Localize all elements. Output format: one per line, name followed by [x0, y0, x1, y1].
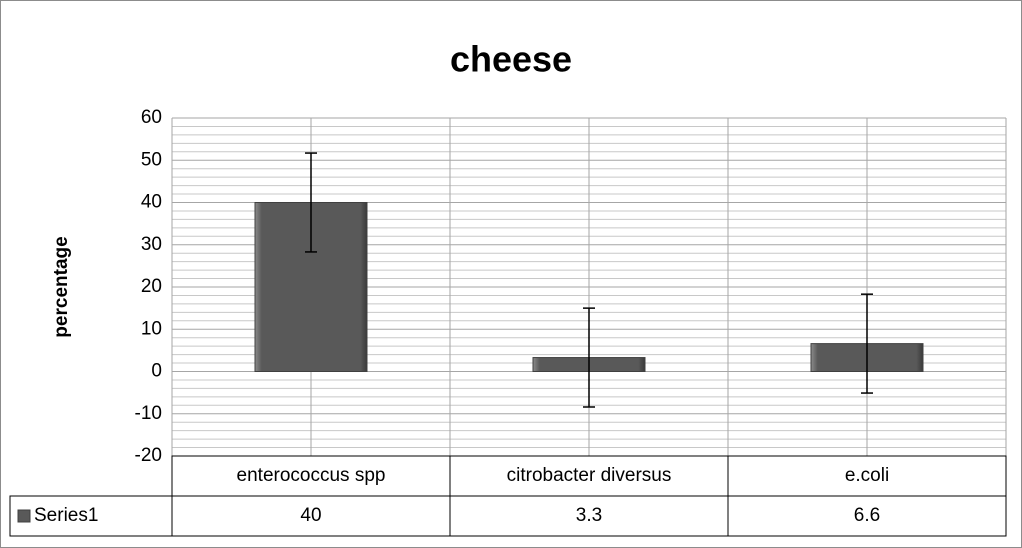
y-tick-label: 40	[141, 192, 162, 213]
data-table-value: 3.3	[576, 505, 602, 526]
y-tick-label: 30	[141, 234, 162, 255]
y-tick-label: 20	[141, 276, 162, 297]
legend-key	[17, 509, 31, 523]
chart-title: cheese	[450, 39, 572, 80]
legend-label: Series1	[34, 505, 98, 526]
y-tick-label: -20	[135, 445, 162, 466]
x-tick-label: e.coli	[845, 465, 889, 486]
x-tick-label: citrobacter diversus	[507, 465, 672, 486]
y-tick-label: 0	[151, 361, 162, 382]
data-table-value: 6.6	[854, 505, 880, 526]
y-tick-label: 60	[141, 107, 162, 128]
y-axis-label: percentage	[51, 236, 72, 337]
y-tick-label: 50	[141, 149, 162, 170]
y-tick-label: 10	[141, 318, 162, 339]
y-tick-label: -10	[135, 403, 162, 424]
x-tick-label: enterococcus spp	[237, 465, 386, 486]
data-table-value: 40	[300, 505, 321, 526]
